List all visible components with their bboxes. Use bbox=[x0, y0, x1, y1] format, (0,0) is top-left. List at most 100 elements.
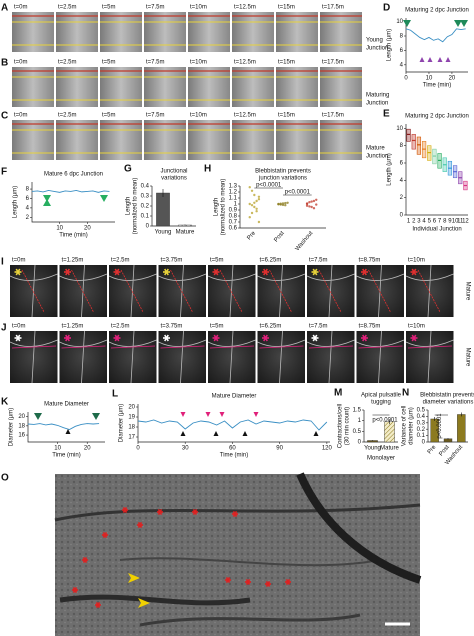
dot bbox=[286, 201, 289, 204]
frame bbox=[12, 67, 54, 107]
y-tick-label: 19 bbox=[128, 415, 135, 421]
panel-label: O bbox=[1, 473, 9, 484]
time-label: t=5m bbox=[102, 60, 116, 66]
dot bbox=[277, 203, 280, 206]
time-label: t=3.75m bbox=[161, 258, 183, 264]
time-label: t=7.5m bbox=[309, 324, 328, 330]
star-icon bbox=[312, 334, 318, 342]
tracking-line bbox=[71, 269, 94, 313]
cell-outline bbox=[356, 330, 405, 384]
dot bbox=[248, 216, 251, 219]
y-tick-label: 0.2 bbox=[417, 427, 426, 433]
y-tick-label: 8 bbox=[26, 187, 30, 193]
time-label: t=6.25m bbox=[260, 324, 282, 330]
y-tick-label: 6 bbox=[26, 196, 30, 202]
y-tick-label: 0.3 bbox=[417, 420, 426, 426]
dot bbox=[308, 205, 311, 208]
y-tick-label: 1.2 bbox=[229, 190, 238, 196]
cell-outline bbox=[9, 330, 58, 384]
x-tick-label: Young bbox=[364, 446, 381, 452]
caption: Junction bbox=[366, 154, 388, 160]
cell-outline bbox=[356, 264, 405, 318]
time-label: t=0m bbox=[14, 60, 28, 66]
time-label: t=10m bbox=[408, 324, 425, 330]
panel-label: A bbox=[1, 3, 8, 14]
event-marker bbox=[34, 413, 42, 420]
tracking-line bbox=[318, 269, 342, 313]
time-label: t=2.5m bbox=[58, 5, 77, 11]
event-marker bbox=[460, 20, 468, 27]
y-tick-label: 17 bbox=[128, 435, 135, 441]
time-label: t=12.5m bbox=[234, 5, 256, 11]
y-axis-label: Length (µm) bbox=[13, 186, 19, 218]
x-tick-label: 10 bbox=[54, 446, 61, 452]
y-axis-label: diameter (µm) bbox=[409, 407, 415, 444]
x-tick-label: 60 bbox=[229, 446, 236, 452]
frame bbox=[276, 120, 318, 160]
star-icon bbox=[411, 268, 417, 276]
time-label: t=7.5m bbox=[146, 60, 165, 66]
x-axis-label: Time (min) bbox=[59, 233, 87, 239]
dot bbox=[253, 201, 256, 204]
data-line bbox=[27, 423, 100, 431]
y-tick-label: 1 bbox=[358, 418, 362, 424]
time-label: t=12.5m bbox=[234, 113, 256, 119]
y-tick-label: 6 bbox=[400, 161, 404, 167]
x-tick-label: Post bbox=[273, 230, 286, 243]
event-marker bbox=[180, 431, 186, 436]
x-tick-label: 11 bbox=[457, 219, 464, 225]
chart-title: variations bbox=[161, 176, 187, 182]
event-marker bbox=[445, 57, 451, 62]
time-label: t=2.5m bbox=[58, 113, 77, 119]
x-axis-label: Individual Junction bbox=[412, 227, 461, 233]
time-label: t=2.5m bbox=[111, 324, 130, 330]
star-icon bbox=[362, 334, 367, 342]
arrow-icon bbox=[138, 598, 150, 608]
frame bbox=[276, 12, 318, 52]
event-marker bbox=[219, 412, 225, 417]
axis bbox=[137, 404, 330, 443]
chart-title: Maturing 2 dpc Junction bbox=[405, 114, 469, 120]
y-axis-label: (30 min count) bbox=[345, 407, 351, 445]
event-marker bbox=[205, 412, 211, 417]
dot bbox=[250, 189, 254, 192]
event-marker bbox=[454, 20, 462, 27]
event-marker bbox=[100, 195, 108, 202]
star-icon bbox=[157, 509, 163, 515]
x-tick-label: Young bbox=[155, 230, 172, 236]
time-label: t=2.5m bbox=[111, 258, 130, 264]
frame bbox=[320, 120, 362, 160]
time-label: t=2.5m bbox=[58, 60, 77, 66]
time-label: t=7.5m bbox=[146, 113, 165, 119]
cell-outline bbox=[9, 264, 58, 318]
panel-label: G bbox=[124, 164, 132, 175]
frame bbox=[56, 67, 98, 107]
y-tick-label: 0.2 bbox=[141, 204, 150, 210]
dot bbox=[248, 186, 251, 189]
cell-outline bbox=[158, 330, 207, 384]
x-tick-label: 6 bbox=[433, 219, 437, 225]
panel-label: F bbox=[1, 167, 7, 178]
y-axis-label: Contractions/cell bbox=[338, 404, 344, 448]
arrow-icon bbox=[128, 573, 140, 583]
side-label: Mature bbox=[464, 282, 470, 301]
x-tick-label: 5 bbox=[428, 219, 432, 225]
event-marker bbox=[313, 431, 319, 436]
panel-label: L bbox=[112, 389, 118, 400]
y-tick-label: 20 bbox=[18, 414, 25, 420]
frame bbox=[276, 67, 318, 107]
x-tick-label: 1 bbox=[407, 219, 411, 225]
dot bbox=[255, 207, 258, 210]
star-icon bbox=[65, 334, 70, 342]
y-tick-label: 0.9 bbox=[229, 208, 238, 214]
axis bbox=[27, 412, 105, 443]
time-label: t=5m bbox=[102, 113, 116, 119]
chart-title: Apical pulsatile bbox=[361, 393, 402, 399]
y-tick-label: 0 bbox=[146, 224, 150, 230]
star-icon bbox=[263, 268, 268, 276]
box bbox=[416, 136, 422, 155]
y-tick-label: 8 bbox=[400, 34, 404, 40]
chart-title: Mature Diameter bbox=[44, 402, 89, 408]
star-icon bbox=[15, 334, 21, 342]
y-tick-label: 20 bbox=[128, 405, 135, 411]
